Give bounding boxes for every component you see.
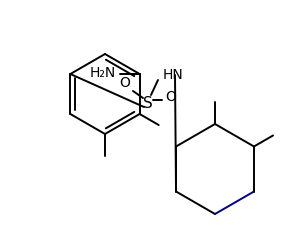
Text: O: O bbox=[120, 76, 130, 90]
Text: O: O bbox=[166, 90, 176, 104]
Text: S: S bbox=[143, 96, 153, 111]
Text: H₂N: H₂N bbox=[90, 66, 116, 80]
Text: HN: HN bbox=[163, 68, 184, 82]
